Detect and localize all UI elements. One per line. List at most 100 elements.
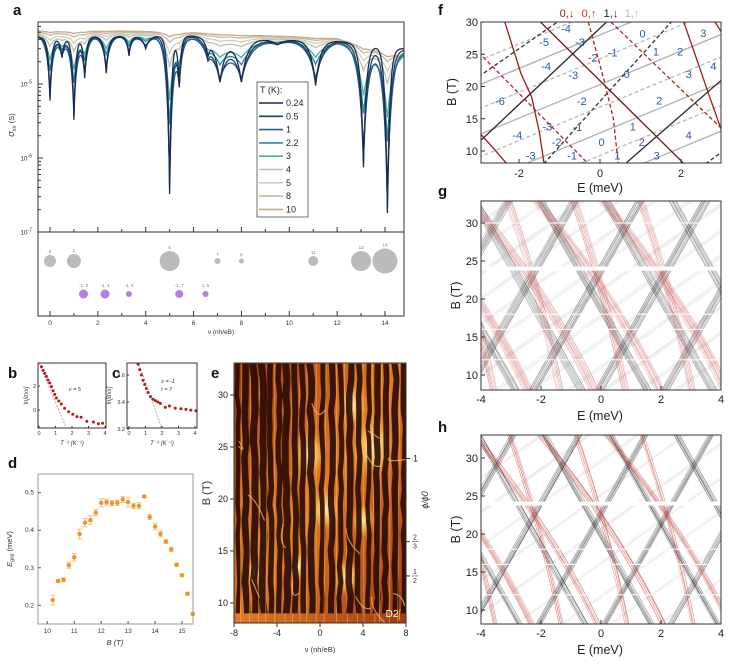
spectrum-line <box>511 201 564 390</box>
spectrum-line <box>481 321 497 390</box>
data-point <box>143 382 147 386</box>
tick-base: 10 <box>20 230 28 237</box>
filling-factor-label: 0 <box>639 29 645 41</box>
spectrum-line <box>567 281 721 390</box>
spectrum-line <box>676 435 721 515</box>
spectrum-line <box>481 333 513 390</box>
spectrum-line <box>725 428 730 641</box>
filling-factor-label: 1 <box>614 151 620 163</box>
spectrum-line <box>516 478 721 624</box>
legend-item: 8 <box>259 191 291 201</box>
label-part: (S) <box>7 113 16 126</box>
spectral-gap <box>481 222 721 224</box>
x-tick-label: 3 <box>87 431 90 437</box>
x-tick-label: 4 <box>103 431 106 437</box>
spectrum-line <box>481 201 551 250</box>
heatmap-bright-region <box>349 500 377 539</box>
x-axis-label: ν (nh/eB) <box>305 645 336 654</box>
bubble-label: 8 <box>240 253 243 258</box>
data-point <box>173 406 177 410</box>
y-tick-label: 20 <box>466 82 478 94</box>
data-point <box>189 408 193 412</box>
data-point <box>138 368 142 372</box>
spectrum-line <box>481 206 600 390</box>
filling-factor-label: 4 <box>710 61 716 73</box>
bubble-integer <box>238 258 244 264</box>
spectrum-line <box>637 330 721 390</box>
spectrum-line <box>481 211 596 390</box>
panel-c: 0 1 2 3 4 3.2 3.4 3.6 T⁻¹ (K⁻¹) ln[σxx] s = -1 t = … <box>107 362 198 447</box>
heatmap-bright-streak <box>251 579 261 598</box>
spectrum-line <box>639 435 692 624</box>
right-tick-numerator: 1 <box>413 569 417 576</box>
spectrum-line <box>481 201 656 325</box>
spectrum-line <box>539 201 664 390</box>
x-tick-label: 1 <box>144 431 147 437</box>
x-tick-label: 2 <box>96 320 100 327</box>
spectrum-line <box>610 435 718 624</box>
annotation: t = 7 <box>161 387 173 393</box>
filling-factor-label: 1 <box>653 47 659 59</box>
spectrum-line <box>535 435 644 624</box>
spectrum-line <box>481 201 506 245</box>
data-point <box>131 503 136 509</box>
spectrum-line <box>481 435 517 498</box>
x-tick-label: 2 <box>160 431 163 437</box>
spectrum-line <box>535 201 660 390</box>
spectrum-line <box>603 435 721 613</box>
panel-b: 0 1 2 3 4 0 2 T⁻¹ (K⁻¹) ln[σxx] ν = 5 <box>24 362 107 447</box>
spectrum-line <box>515 478 721 624</box>
data-point <box>120 497 125 502</box>
spectrum-line <box>496 231 721 390</box>
spectral-gap <box>481 266 721 271</box>
x-tick-label: 0 <box>127 431 130 437</box>
bubble-integer <box>159 251 180 271</box>
spectrum-line <box>538 201 663 390</box>
spectrum-line <box>607 435 716 624</box>
heatmap-dark-stripe <box>345 363 355 614</box>
legend-label: 2.2 <box>286 138 299 148</box>
spectrum-line <box>639 201 692 390</box>
spectrum-line <box>726 428 730 641</box>
spectrum-line <box>481 335 512 390</box>
spectrum-line <box>481 435 542 478</box>
legend-label: 10 <box>286 204 296 214</box>
spectrum-line <box>667 529 721 624</box>
y-tick-label: 10-6 <box>20 154 32 163</box>
legend-label: 1 <box>286 125 291 135</box>
y-axis-label: ln[σxx] <box>107 386 113 404</box>
bubble-integer <box>214 258 221 264</box>
spectrum-line <box>481 328 495 390</box>
heatmap-dark-stripe <box>291 363 300 614</box>
heatmap-bright-edge <box>249 363 252 623</box>
spectrum-line <box>481 435 588 624</box>
legend: T (K): 0.24 0.5 1 2.2 3 4 5 8 10 <box>256 81 309 218</box>
spectrum-line <box>481 444 597 624</box>
spectrum-line <box>481 559 518 624</box>
bubble-label: 0 <box>49 249 52 254</box>
spectrum-line <box>481 435 543 479</box>
spectrum-line <box>604 201 721 377</box>
spectrum-line <box>643 435 696 624</box>
y-tick-label: 10-7 <box>20 228 32 237</box>
data-point <box>66 562 72 568</box>
data-point <box>174 562 179 567</box>
spectrum-line <box>481 435 513 491</box>
x-tick-label: 0 <box>597 168 603 180</box>
spectrum-line <box>674 356 721 390</box>
spectrum-line <box>542 435 651 624</box>
panel-label-a: a <box>13 2 22 19</box>
spectrum-line <box>481 318 498 390</box>
spectrum-line <box>659 580 721 624</box>
spectrum-line <box>604 307 721 390</box>
x-tick-label: 2 <box>70 431 73 437</box>
heatmap-dark-stripe <box>391 363 400 614</box>
spectrum-line <box>481 201 655 324</box>
y-axis-label: B (T) <box>445 78 459 106</box>
spectrum-line <box>508 201 561 390</box>
data-point <box>53 392 57 396</box>
spectrum-line <box>672 538 721 624</box>
legend-title: T (K): <box>260 85 282 95</box>
spectrum-line <box>481 201 693 351</box>
annotation: ν = 5 <box>69 387 82 393</box>
